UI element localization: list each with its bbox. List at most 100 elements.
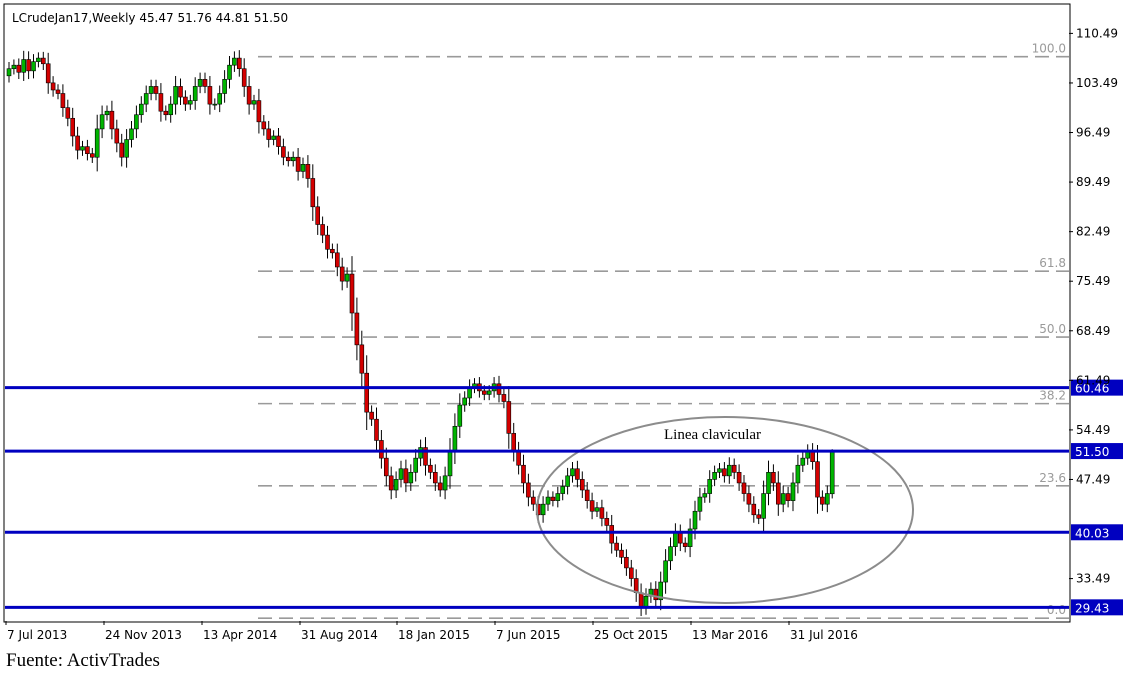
fib-level-label: 50.0 [1039, 322, 1066, 336]
candle-body-bearish [521, 464, 526, 484]
candle-body-bearish [354, 312, 360, 346]
candle-body-bullish [712, 472, 717, 480]
candle-body-bearish [820, 496, 825, 505]
candle-body-bullish [790, 482, 796, 501]
candle-body-bearish [589, 500, 595, 512]
candle-body-bullish [197, 79, 203, 87]
candle [530, 490, 536, 511]
candle-body-bearish [437, 482, 443, 491]
candle [232, 51, 237, 72]
candle [702, 487, 708, 503]
candle-body-bearish [379, 440, 384, 459]
candle-body-bearish [423, 447, 428, 466]
candle-body-bullish [643, 595, 649, 608]
candle-body-bearish [315, 206, 321, 225]
candle-body-bullish [761, 493, 766, 519]
candle-body-bullish [148, 86, 154, 94]
candle-body-bearish [775, 482, 781, 505]
price-tick-label: 33.49 [1076, 572, 1110, 586]
candle [393, 471, 399, 498]
candle [134, 105, 139, 139]
price-tick-label: 96.49 [1076, 126, 1110, 140]
candle-body-bullish [486, 390, 492, 395]
candle-body-bearish [16, 64, 22, 73]
candle-body-bearish [677, 532, 683, 544]
candle-body-bullish [271, 135, 276, 140]
candle [310, 164, 316, 221]
candle [423, 437, 428, 476]
candle-body-bearish [256, 100, 262, 123]
candle-body-bearish [26, 59, 31, 72]
candle-body-bullish [21, 59, 27, 73]
price-tick-label: 75.49 [1076, 274, 1110, 288]
date-tick-label: 18 Jan 2015 [398, 628, 470, 642]
candle-body-bearish [403, 468, 409, 484]
candle-body-bearish [604, 518, 610, 526]
candle [364, 355, 370, 431]
neckline-annotation: Linea clavicular [664, 427, 761, 443]
candle-body-bearish [736, 472, 742, 484]
candle [285, 151, 291, 167]
candle-body-bearish [369, 411, 374, 420]
date-tick-label: 25 Oct 2015 [594, 628, 668, 642]
candle-body-bearish [50, 82, 56, 91]
candle [212, 98, 218, 110]
candle [217, 85, 222, 113]
candle-body-bullish [188, 100, 193, 105]
candle [432, 464, 438, 491]
candle-body-bearish [281, 146, 286, 158]
candle [736, 464, 742, 491]
candle-body-bullish [442, 475, 448, 491]
candle [815, 445, 820, 514]
price-axis: 110.49 103.49 96.49 89.49 82.49 75.49 68.49 61.… [1069, 26, 1118, 586]
date-tick-label: 7 Jul 2013 [7, 628, 67, 642]
candle-body-bearish [276, 135, 281, 147]
candle-body-bearish [383, 457, 389, 477]
candle [325, 225, 330, 259]
candle [584, 482, 590, 509]
candle-body-bullish [668, 546, 673, 562]
candle [751, 496, 757, 523]
candle [16, 58, 22, 79]
candle-body-bullish [540, 503, 546, 516]
candle [261, 115, 267, 136]
candle-body-bearish [785, 493, 791, 501]
candle [555, 486, 561, 508]
candle [687, 518, 693, 558]
candle-body-bullish [398, 468, 404, 480]
candle [158, 83, 164, 122]
horizontal-line-price-box [1071, 599, 1123, 616]
horizontal-line-price-label: 51.50 [1075, 445, 1109, 459]
candle [246, 75, 252, 115]
candle [619, 543, 624, 565]
candle-body-bearish [609, 525, 615, 544]
candle-body-bearish [619, 549, 624, 558]
candle-body-bullish [418, 447, 423, 459]
candle [437, 476, 443, 497]
candle-body-bearish [624, 556, 629, 569]
candle [403, 459, 409, 493]
candle [94, 114, 100, 172]
candle [290, 151, 296, 167]
candle [197, 72, 203, 94]
candle [320, 216, 325, 244]
candle [756, 509, 762, 525]
candle-body-bullish [129, 128, 134, 140]
candle [305, 155, 311, 188]
candle-body-bullish [173, 86, 178, 105]
candle [731, 458, 737, 480]
candle [398, 460, 404, 488]
candle-body-bullish [217, 93, 222, 105]
candle-body-bullish [139, 103, 144, 116]
candle [315, 196, 321, 235]
candle-body-bearish [90, 153, 95, 158]
candle [506, 386, 512, 449]
candle [824, 485, 830, 513]
candle-body-bullish [452, 425, 458, 452]
price-tick-label: 47.49 [1076, 472, 1110, 486]
candle [428, 458, 433, 480]
candle-body-bearish [575, 468, 580, 480]
candle-body-bullish [251, 100, 257, 105]
candle [369, 405, 374, 426]
